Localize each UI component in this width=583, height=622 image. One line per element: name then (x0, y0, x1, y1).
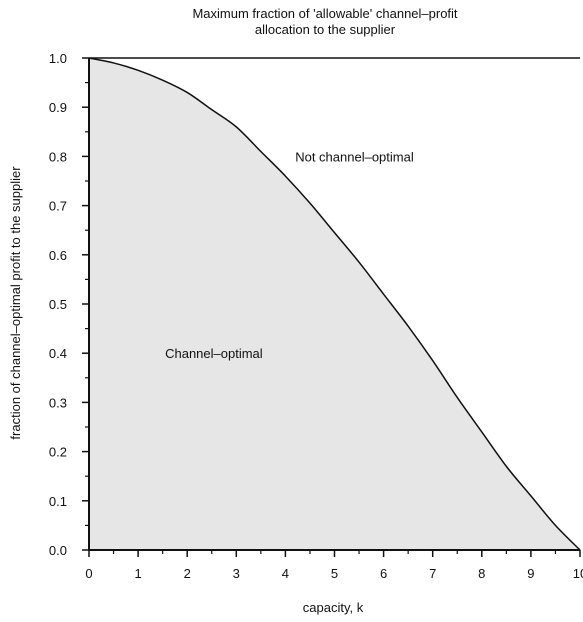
y-axis-label: fraction of channel–optimal profit to th… (8, 166, 23, 440)
x-tick-label: 10 (573, 566, 583, 581)
x-tick-label: 8 (478, 566, 485, 581)
x-axis-label: capacity, k (303, 600, 364, 615)
plot-area: 0 1 2 3 4 5 6 7 8 9 10 0.0 0.1 0.2 0.3 0.4 0.5 0.6 0.7 0.8 0… (49, 51, 583, 581)
chart-title: Maximum fraction of 'allowable' channel–… (192, 6, 457, 37)
y-tick-label: 0.3 (49, 395, 67, 410)
x-tick-label: 7 (429, 566, 436, 581)
y-tick-label: 0.0 (49, 543, 67, 558)
x-tick-label: 6 (380, 566, 387, 581)
x-tick-label: 9 (527, 566, 534, 581)
y-tick-label: 0.5 (49, 297, 67, 312)
chart-title-line-1: Maximum fraction of 'allowable' channel–… (192, 6, 457, 21)
x-tick-label: 2 (184, 566, 191, 581)
y-tick-label: 0.9 (49, 100, 67, 115)
y-tick-label: 0.2 (49, 445, 67, 460)
chart-title-line-2: allocation to the supplier (255, 22, 396, 37)
region-annotation: Channel–optimal (165, 346, 263, 361)
x-tick-label: 5 (331, 566, 338, 581)
y-tick-label: 0.7 (49, 199, 67, 214)
region-annotation: Not channel–optimal (295, 149, 414, 164)
x-tick-label: 4 (282, 566, 289, 581)
y-tick-label: 0.1 (49, 494, 67, 509)
y-tick-label: 0.8 (49, 149, 67, 164)
boundary-curve (88, 57, 581, 551)
y-tick-label: 0.6 (49, 248, 67, 263)
channel-optimal-region (89, 58, 580, 550)
x-tick-label: 1 (134, 566, 141, 581)
x-tick-label: 0 (85, 566, 92, 581)
x-tick-label: 3 (233, 566, 240, 581)
y-tick-label: 1.0 (49, 51, 67, 66)
y-tick-label: 0.4 (49, 346, 67, 361)
